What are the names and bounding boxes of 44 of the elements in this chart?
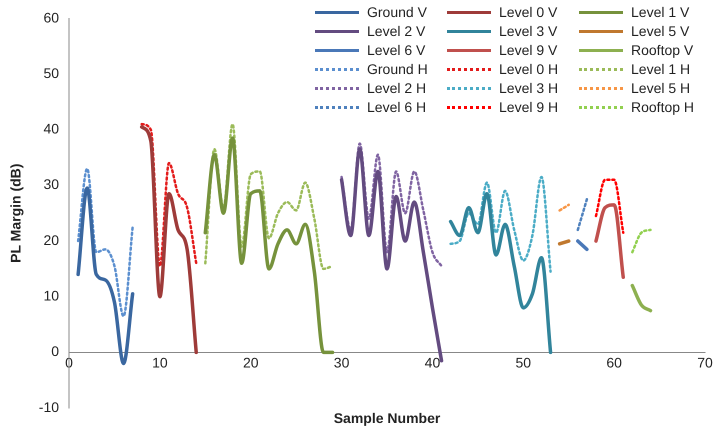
x-tick-label: 50 — [516, 354, 532, 371]
legend-label: Rooftop H — [631, 99, 694, 115]
x-tick-label: 70 — [697, 354, 713, 371]
y-axis-title: PL Margin (dB) — [7, 164, 24, 263]
legend-label: Level 9 V — [499, 42, 558, 58]
legend-label: Level 1 H — [631, 61, 690, 77]
line-series — [76, 167, 134, 318]
x-tick-label: 60 — [606, 354, 622, 371]
line-series — [204, 122, 334, 270]
line-series — [448, 192, 552, 354]
line-series — [594, 203, 625, 279]
line-series — [449, 176, 552, 273]
legend-label: Rooftop V — [631, 42, 694, 58]
y-tick-label: -10 — [38, 398, 60, 415]
y-tick-label: 30 — [43, 176, 60, 192]
legend-label: Level 2 V — [367, 23, 426, 39]
legend-label: Level 6 V — [367, 42, 426, 58]
y-tick-label: 10 — [43, 288, 60, 304]
y-tick-label: 20 — [43, 232, 60, 248]
legend-label: Level 6 H — [367, 99, 426, 115]
line-series — [204, 136, 334, 354]
x-tick-label: 20 — [242, 354, 259, 371]
x-tick-label: 10 — [152, 354, 168, 371]
legend-label: Level 5 V — [631, 23, 690, 39]
line-series — [140, 122, 198, 268]
legend-label: Level 2 H — [367, 80, 426, 96]
legend-label: Level 5 H — [631, 80, 690, 96]
legend-label: Level 3 V — [499, 23, 558, 39]
legend-label: Level 0 H — [499, 61, 558, 77]
y-tick-label: 60 — [43, 9, 60, 26]
line-series — [140, 125, 198, 354]
legend-label: Ground H — [367, 61, 428, 77]
x-axis-title: Sample Number — [334, 410, 441, 426]
x-tick-label: 30 — [334, 354, 350, 371]
legend-label: Level 9 H — [499, 99, 558, 115]
line-series — [76, 186, 134, 366]
y-tick-label: 40 — [43, 120, 60, 137]
legend-label: Level 1 V — [631, 4, 690, 20]
legend-label: Level 3 H — [499, 80, 558, 96]
y-tick-label: 0 — [51, 343, 60, 360]
legend-label: Level 0 V — [499, 4, 558, 20]
y-tick-label: 50 — [43, 64, 60, 81]
legend-label: Ground V — [367, 4, 427, 20]
x-tick-label: 40 — [424, 354, 440, 371]
